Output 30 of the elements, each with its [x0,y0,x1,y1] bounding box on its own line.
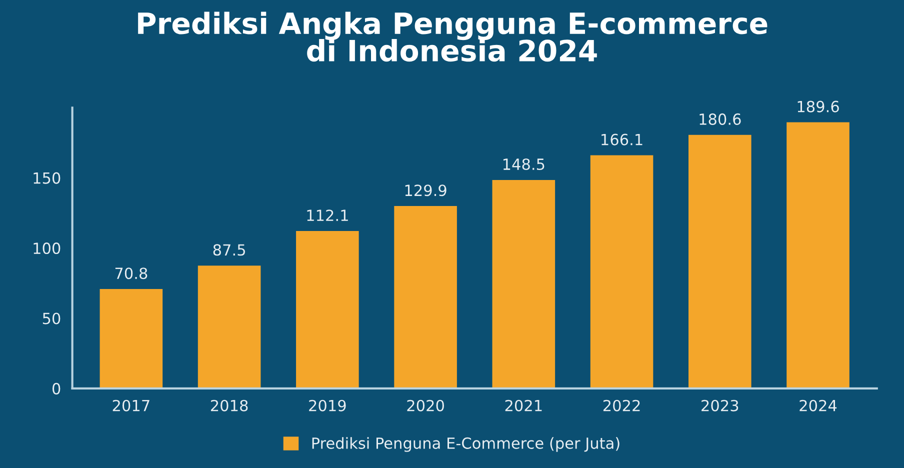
bar [590,155,654,388]
x-tick-label: 2021 [505,400,542,412]
bar [786,122,850,388]
x-tick-label: 2024 [800,400,837,412]
bar [492,180,556,388]
data-label: 70.8 [115,268,148,280]
data-label: 189.6 [798,100,839,112]
x-tick-label: 2018 [210,400,248,412]
legend-label: Prediksi Penguna E-Commerce (per Juta) [312,437,620,452]
bar [688,134,752,388]
chart-title: Prediksi Angka Pengguna E-commerce di Indonesia 2024 [138,12,768,62]
bar [198,266,261,388]
y-tick-label: 100 [34,242,60,254]
bar [100,289,163,388]
x-tick-label: 2020 [407,400,444,412]
data-label: 112.1 [307,210,348,221]
x-tick-label: 2022 [603,400,640,412]
x-tick-label: 2019 [309,400,346,412]
y-tick-label: 50 [42,312,60,324]
x-tick-label: 2017 [112,400,150,412]
bar [296,231,359,388]
data-label: 166.1 [602,134,642,146]
data-label: 180.6 [700,113,741,125]
x-tick-label: 2023 [702,400,738,412]
data-label: 148.5 [503,158,544,170]
data-label: 87.5 [213,244,245,256]
y-tick-label: 150 [34,172,60,184]
data-label: 129.9 [405,184,446,196]
y-tick-label: 0 [52,382,60,394]
bar [394,206,457,388]
